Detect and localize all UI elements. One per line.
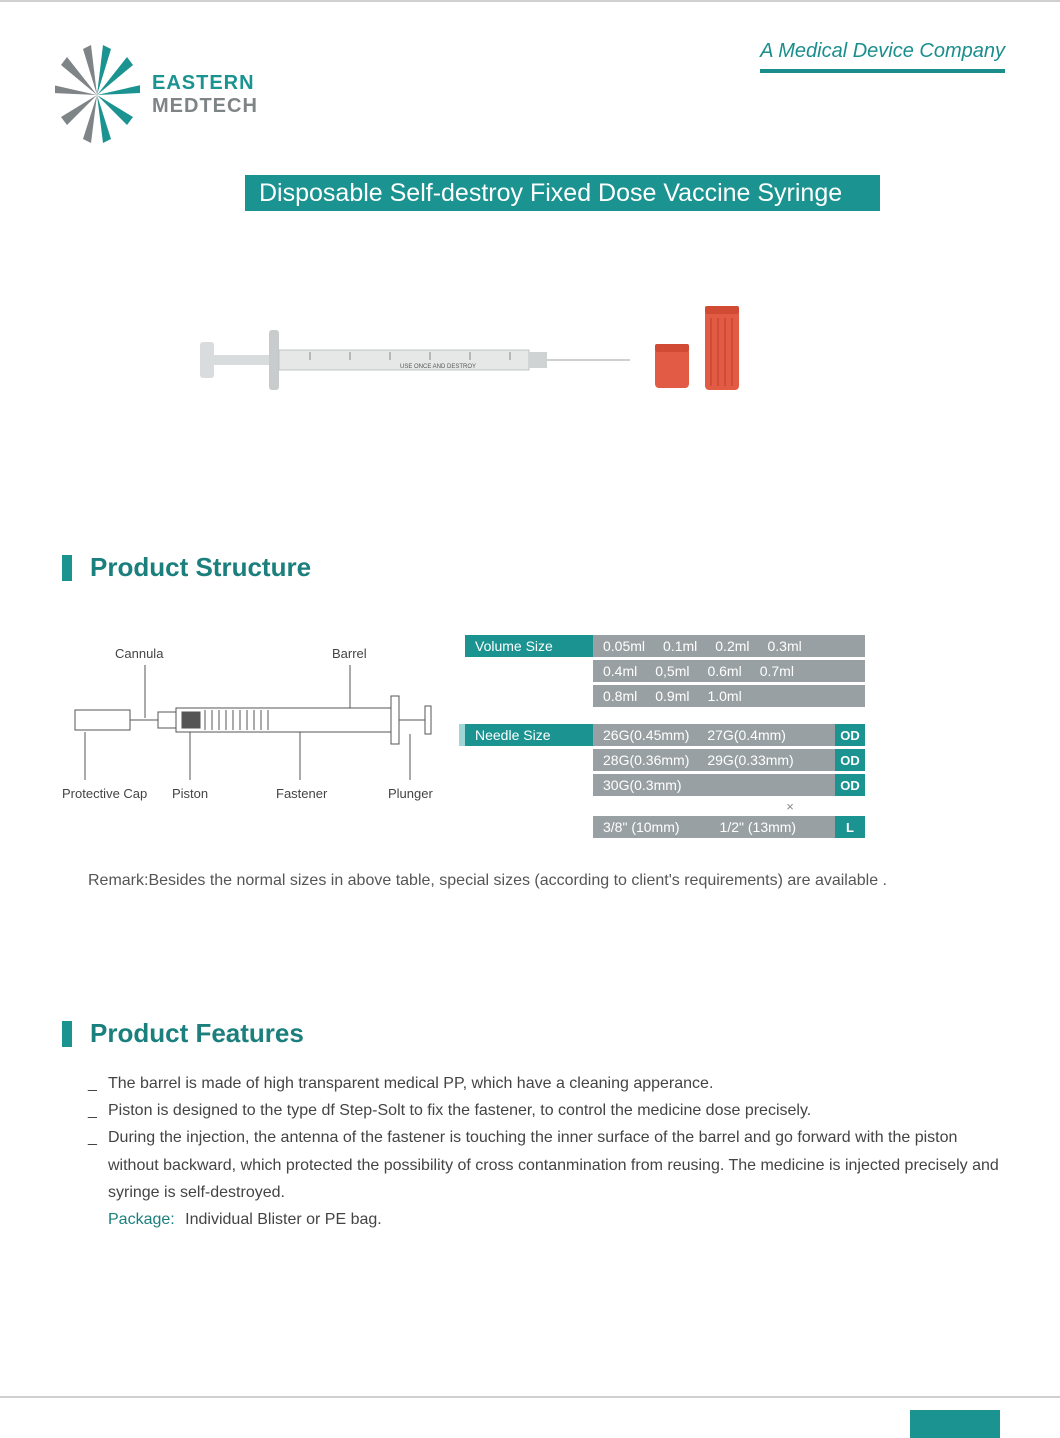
vol-cell: 0.9ml — [655, 688, 689, 704]
needle-row-0: Needle Size 26G(0.45mm) 27G(0.4mm) OD — [465, 724, 865, 746]
page-top-rule — [0, 0, 1060, 2]
needle-cell: 30G(0.3mm) — [603, 777, 682, 793]
remark-text: Remark:Besides the normal sizes in above… — [88, 872, 887, 890]
feature-item: _ Piston is designed to the type df Step… — [88, 1097, 1000, 1124]
logo-starburst-icon — [55, 40, 140, 150]
package-value: Individual Blister or PE bag. — [185, 1211, 382, 1228]
vol-cell: 0.6ml — [707, 663, 741, 679]
company-tagline: A Medical Device Company — [760, 40, 1005, 73]
diagram-label-barrel: Barrel — [332, 646, 367, 661]
heading-accent-bar — [62, 1021, 72, 1047]
needle-cell: 27G(0.4mm) — [707, 727, 786, 743]
feature-package: Package: Individual Blister or PE bag. — [88, 1206, 1000, 1233]
volume-row-1: 0.4ml 0,5ml 0.6ml 0.7ml — [465, 660, 865, 682]
diagram-label-plunger: Plunger — [388, 786, 433, 801]
volume-row-0: Volume Size 0.05ml 0.1ml 0.2ml 0.3ml — [465, 635, 865, 657]
vol-cell: 1.0ml — [707, 688, 741, 704]
needle-values-1: 28G(0.36mm) 29G(0.33mm) — [593, 749, 835, 771]
structure-diagram: Cannula Barrel Protective Cap Piston Fas… — [70, 640, 440, 810]
vol-cell: 0.8ml — [603, 688, 637, 704]
needle-cell: 28G(0.36mm) — [603, 752, 689, 768]
feature-item: _ The barrel is made of high transparent… — [88, 1070, 1000, 1097]
vol-cell: 0.7ml — [760, 663, 794, 679]
needle-row-2: 30G(0.3mm) OD — [465, 774, 865, 796]
volume-values-2: 0.8ml 0.9ml 1.0ml — [593, 685, 865, 707]
footer-page-tab — [910, 1410, 1000, 1438]
package-label: Package: — [108, 1211, 175, 1228]
heading-text-features: Product Features — [90, 1018, 304, 1049]
vol-cell: 0.4ml — [603, 663, 637, 679]
volume-header: Volume Size — [465, 635, 593, 657]
feature-text: Piston is designed to the type df Step-S… — [108, 1097, 811, 1124]
logo-wordmark: EASTERN MEDTECH — [152, 72, 258, 118]
product-photo: USE ONCE AND DESTROY — [200, 300, 760, 410]
needle-tag-1: OD — [835, 749, 865, 771]
bullet-underscore: _ — [88, 1097, 100, 1124]
needle-header: Needle Size — [465, 724, 593, 746]
feature-text: The barrel is made of high transparent m… — [108, 1070, 713, 1097]
needle-tag-2: OD — [835, 774, 865, 796]
needle-length-tag: L — [835, 816, 865, 838]
needle-cell: 26G(0.45mm) — [603, 727, 689, 743]
page-header: EASTERN MEDTECH A Medical Device Company — [55, 40, 1005, 150]
volume-values-0: 0.05ml 0.1ml 0.2ml 0.3ml — [593, 635, 865, 657]
needle-tag-0: OD — [835, 724, 865, 746]
needle-cell: 29G(0.33mm) — [707, 752, 793, 768]
logo-text-line2: MEDTECH — [152, 95, 258, 118]
section-heading-features: Product Features — [62, 1018, 304, 1049]
features-list: _ The barrel is made of high transparent… — [88, 1070, 1000, 1233]
section-heading-structure: Product Structure — [62, 552, 311, 583]
bullet-spacer — [88, 1206, 100, 1233]
feature-text: During the injection, the antenna of the… — [108, 1124, 1000, 1206]
diagram-label-protective-cap: Protective Cap — [62, 786, 147, 801]
bullet-underscore: _ — [88, 1124, 100, 1206]
logo-text-line1: EASTERN — [152, 72, 258, 95]
spec-tables: Volume Size 0.05ml 0.1ml 0.2ml 0.3ml 0.4… — [465, 635, 865, 841]
needle-separator-x: × — [715, 799, 865, 814]
needle-row-1: 28G(0.36mm) 29G(0.33mm) OD — [465, 749, 865, 771]
needle-values-0: 26G(0.45mm) 27G(0.4mm) — [593, 724, 835, 746]
svg-text:USE ONCE AND DESTROY: USE ONCE AND DESTROY — [400, 364, 476, 370]
length-cell: 1/2" (13mm) — [720, 819, 797, 835]
needle-values-2: 30G(0.3mm) — [593, 774, 835, 796]
vol-cell: 0.2ml — [715, 638, 749, 654]
page-bottom-rule — [0, 1396, 1060, 1398]
vol-cell: 0,5ml — [655, 663, 689, 679]
company-logo: EASTERN MEDTECH — [55, 40, 258, 150]
length-cell: 3/8" (10mm) — [603, 819, 680, 835]
heading-text-structure: Product Structure — [90, 552, 311, 583]
diagram-label-piston: Piston — [172, 786, 208, 801]
product-title-bar: Disposable Self-destroy Fixed Dose Vacci… — [245, 175, 880, 211]
feature-item: _ During the injection, the antenna of t… — [88, 1124, 1000, 1206]
needle-length-row: 3/8" (10mm) 1/2" (13mm) L — [465, 816, 865, 838]
needle-length-values: 3/8" (10mm) 1/2" (13mm) — [593, 816, 835, 838]
volume-values-1: 0.4ml 0,5ml 0.6ml 0.7ml — [593, 660, 865, 682]
vol-cell: 0.3ml — [768, 638, 802, 654]
vol-cell: 0.1ml — [663, 638, 697, 654]
bullet-underscore: _ — [88, 1070, 100, 1097]
heading-accent-bar — [62, 555, 72, 581]
volume-row-2: 0.8ml 0.9ml 1.0ml — [465, 685, 865, 707]
vol-cell: 0.05ml — [603, 638, 645, 654]
diagram-label-fastener: Fastener — [276, 786, 327, 801]
diagram-label-cannula: Cannula — [115, 646, 163, 661]
